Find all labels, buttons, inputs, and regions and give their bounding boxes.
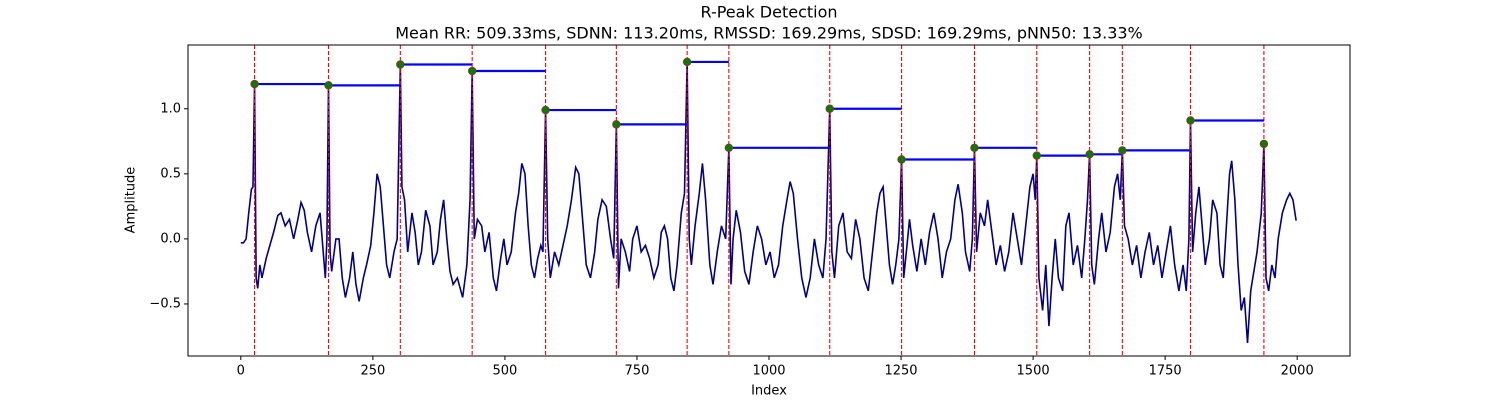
plot-frame [187,44,1351,357]
peak-point [1118,146,1127,155]
x-tick-label: 0 [237,364,245,379]
peak-point [970,143,979,152]
peak-point [541,105,550,115]
peak-point [1085,150,1094,159]
peak-point [897,155,906,164]
peak-point [724,143,734,152]
peak-point [467,66,477,76]
y-axis-label: Amplitude [124,167,139,234]
peak-point [682,57,692,67]
x-tick-label: 750 [625,364,650,379]
chart-title: R-Peak Detection [700,3,837,22]
peak-point [825,104,834,113]
peak-point [250,79,259,89]
peak-point [1186,116,1195,125]
x-tick-label: 1750 [1149,364,1182,379]
y-tick-label: 0.0 [160,231,181,246]
peak-point [1032,151,1041,160]
x-axis-label: Index [751,384,787,399]
x-tick-label: 2000 [1281,364,1314,379]
peak-point [612,120,621,129]
y-tick-label: 0.5 [160,166,181,181]
x-tick-label: 250 [360,364,385,379]
y-tick-label: 1.0 [160,101,181,116]
x-tick-label: 1500 [1017,364,1050,379]
chart-subtitle: Mean RR: 509.33ms, SDNN: 113.20ms, RMSSD… [395,24,1143,43]
x-tick-label: 1250 [884,364,917,379]
peak-point [396,60,405,69]
peak-point [1259,139,1269,149]
y-tick-label: −0.5 [149,296,181,311]
peak-point [324,81,333,90]
x-tick-label: 500 [492,364,517,379]
x-tick-label: 1000 [752,364,785,379]
